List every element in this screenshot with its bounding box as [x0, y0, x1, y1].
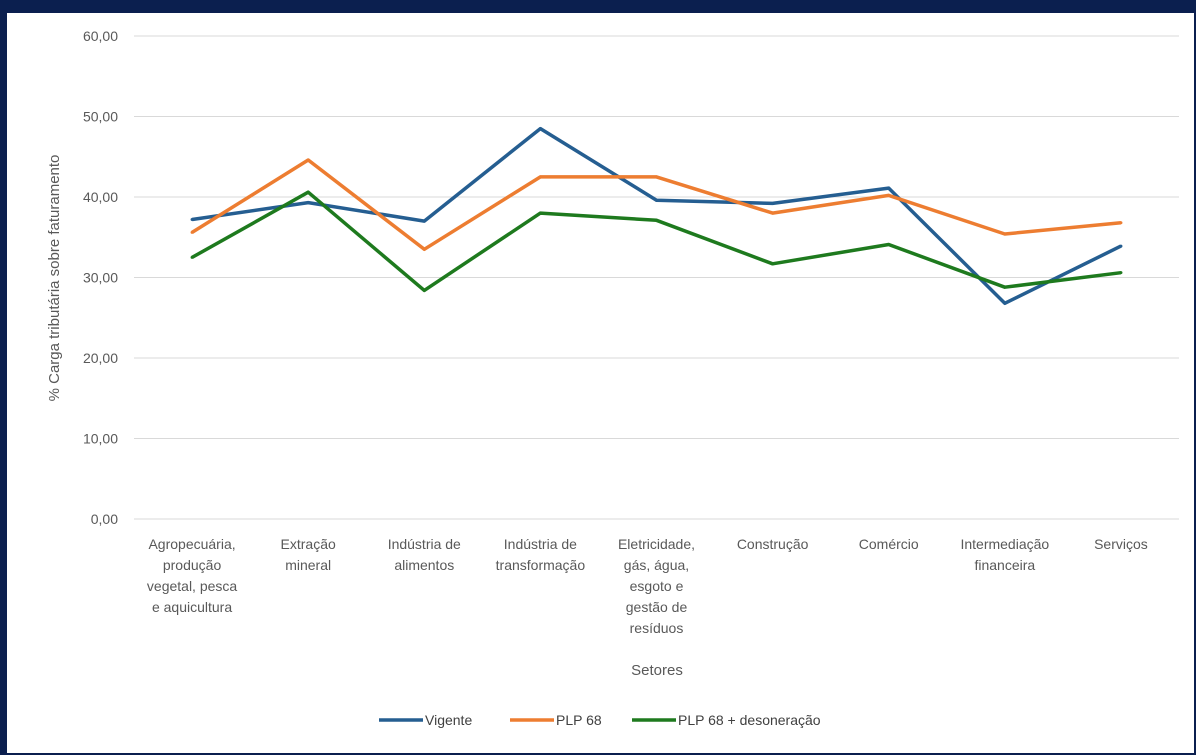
y-tick-label: 20,00: [83, 350, 118, 366]
x-tick-label: Intermediação financeira: [960, 536, 1049, 573]
data-point: [887, 193, 891, 197]
data-point: [422, 288, 426, 292]
gridlines: [134, 35, 1179, 520]
data-point: [655, 198, 658, 202]
series-lines: [190, 126, 1123, 306]
legend: Vigente PLP 68 PLP 68 + desoneração: [379, 712, 821, 728]
data-point: [538, 211, 542, 215]
data-point: [538, 175, 542, 179]
y-tick-label: 30,00: [83, 270, 118, 286]
data-point: [422, 219, 426, 223]
data-point: [422, 247, 426, 251]
data-point: [655, 175, 658, 179]
y-tick-label: 40,00: [83, 189, 118, 205]
y-tick-label: 10,00: [83, 431, 118, 447]
y-tick-label: 60,00: [83, 28, 118, 44]
y-axis-ticks: 0,00 10,00 20,00 30,00 40,00 50,00 60,00: [83, 28, 118, 527]
x-tick-label: Eletricidade, gás, água, esgoto e gestão de…: [618, 536, 695, 636]
legend-label: PLP 68: [556, 712, 602, 728]
data-point: [1003, 301, 1007, 305]
y-tick-label: 0,00: [91, 511, 118, 527]
line-chart: 0,00 10,00 20,00 30,00 40,00 50,00 60,00 Agrop…: [46, 28, 1179, 728]
x-tick-label: Extração mineral: [281, 536, 336, 573]
chart-frame: 0,00 10,00 20,00 30,00 40,00 50,00 60,00 Agrop…: [7, 13, 1194, 753]
y-axis-title: % Carga tributária sobre faturamento: [46, 155, 63, 402]
data-point: [1119, 244, 1123, 248]
data-point: [538, 127, 542, 131]
y-tick-label: 50,00: [83, 109, 118, 125]
x-tick-label: Serviços: [1094, 536, 1148, 552]
data-point: [1003, 285, 1007, 289]
x-tick-label: Indústria de alimentos: [388, 536, 461, 573]
data-point: [1003, 232, 1007, 236]
data-point: [190, 230, 194, 234]
legend-label: PLP 68 + desoneração: [678, 712, 821, 728]
data-point: [887, 186, 891, 190]
data-point: [655, 218, 658, 222]
x-tick-label: Indústria de transformação: [496, 536, 586, 573]
data-point: [771, 201, 775, 205]
data-point: [771, 262, 775, 266]
x-tick-label: Agropecuária, produção vegetal, pesca e aqu…: [147, 536, 237, 615]
data-point: [887, 242, 891, 246]
x-tick-label: Comércio: [859, 536, 919, 552]
data-point: [190, 255, 194, 259]
data-point: [1119, 221, 1123, 225]
data-point: [190, 218, 194, 222]
legend-label: Vigente: [425, 712, 472, 728]
x-axis-title: Setores: [631, 662, 683, 679]
x-tick-label: Construção: [737, 536, 809, 552]
data-point: [306, 190, 310, 194]
data-point: [306, 158, 310, 162]
data-point: [771, 211, 775, 215]
data-point: [1119, 271, 1123, 275]
data-point: [306, 201, 310, 205]
x-axis-ticks: Agropecuária, produção vegetal, pesca e aqu…: [147, 536, 1148, 636]
